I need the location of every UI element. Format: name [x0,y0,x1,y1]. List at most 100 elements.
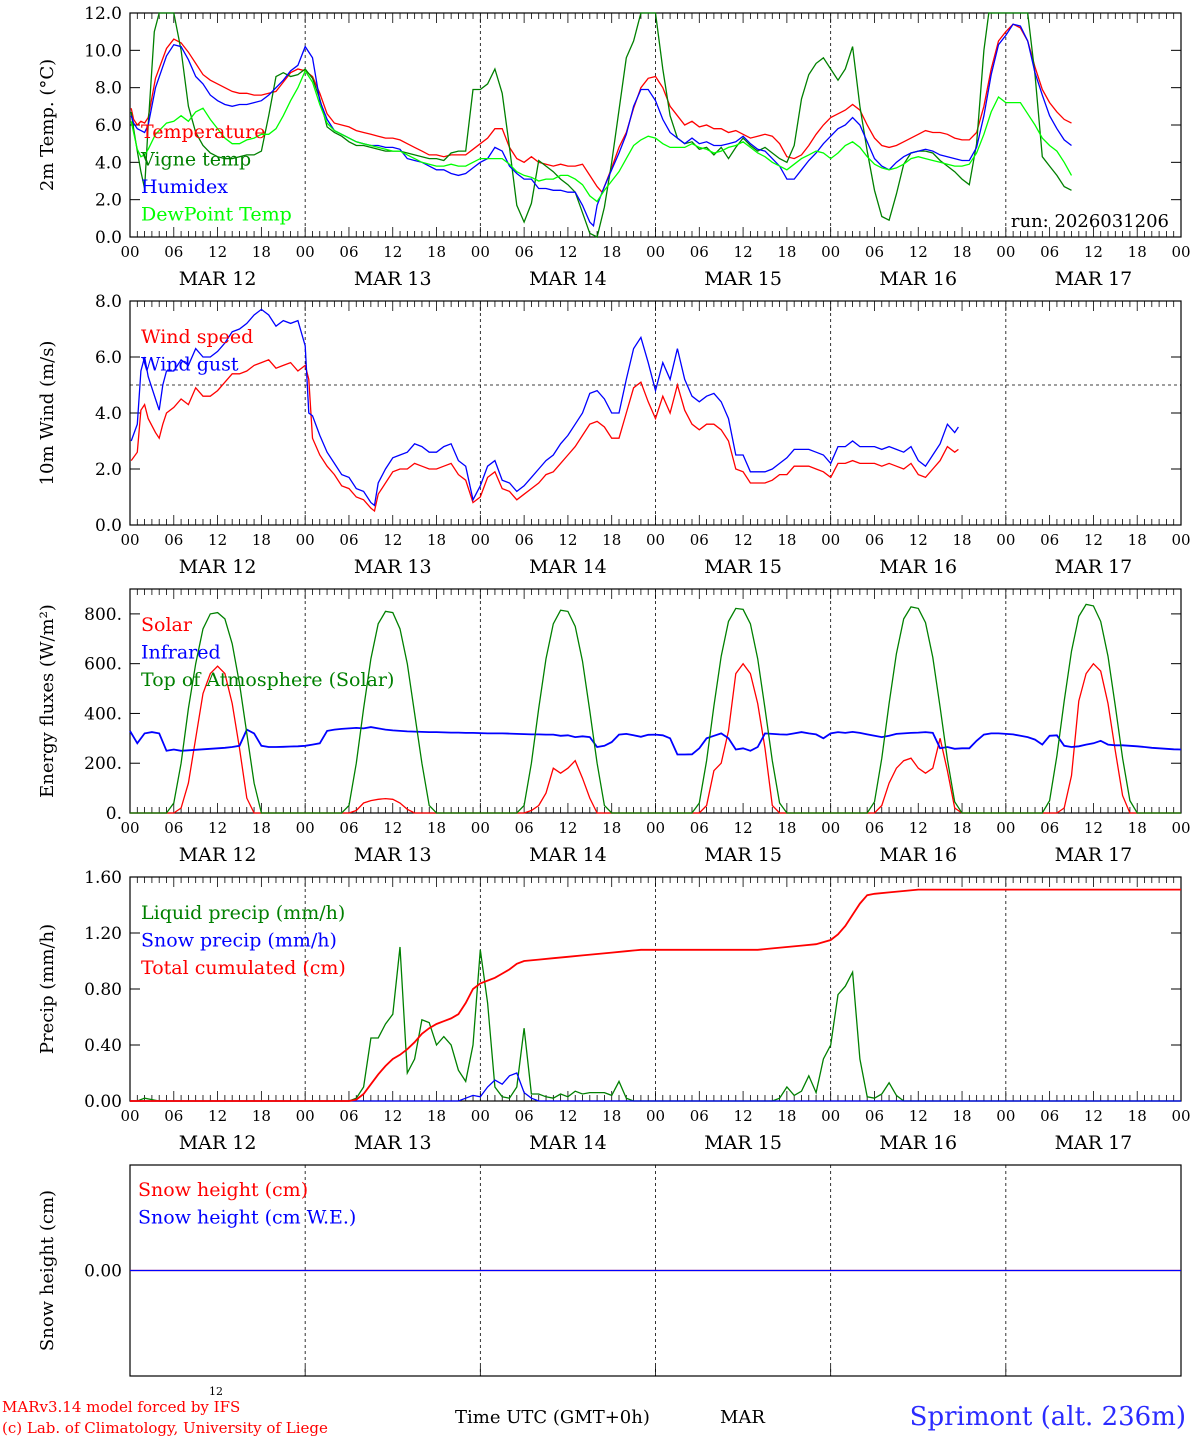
series-line-top-of-atmosphere-solar [130,603,1181,814]
x-hour-label: 06 [690,243,709,261]
station-name: Sprimont (alt. 236m) [909,1402,1186,1432]
y-tick-label: 12.0 [84,4,122,24]
x-hour-label: 18 [427,819,446,837]
x-hour-label: 00 [821,531,840,549]
y-tick-label: 200. [84,754,122,774]
series-line-vigne-temp [130,12,1072,238]
legend-entry: Infrared [141,642,221,664]
y-tick-label: 0.0 [95,228,122,248]
x-day-label: MAR 12 [179,556,257,578]
series-line-humidex [130,23,1072,228]
legend-entry: Snow precip (mm/h) [141,930,337,952]
series-line-infrared [129,726,1182,756]
x-hour-label: 18 [602,531,621,549]
month-label: MAR [720,1407,765,1428]
legend-entry: Snow height (cm) [138,1179,308,1201]
panel-3 [129,588,1182,814]
x-hour-label: 12 [909,243,928,261]
x-hour-label: 18 [1128,819,1147,837]
x-hour-label: 06 [164,243,183,261]
x-hour-label: 06 [1040,243,1059,261]
x-hour-label: 00 [1171,531,1190,549]
x-hour-label: 18 [952,1107,971,1125]
x-hour-label: 18 [252,819,271,837]
y-tick-label: 8.0 [95,79,122,99]
x-day-label: MAR 12 [179,844,257,866]
y-tick-label: 0.00 [84,1092,122,1112]
x-hour-label: 12 [208,1107,227,1125]
x-hour-label: 00 [296,243,315,261]
x-hour-label: 18 [777,819,796,837]
x-hour-label: 12 [909,531,928,549]
time-axis-label: Time UTC (GMT+0h) [455,1407,650,1428]
x-hour-label: 12 [558,531,577,549]
legend-entry: Top of Atmosphere (Solar) [141,669,394,691]
x-hour-label: 12 [1084,819,1103,837]
x-hour-label: 00 [996,531,1015,549]
x-day-label: MAR 14 [529,556,607,578]
x-day-label: MAR 16 [879,1132,957,1154]
model-credit: MARv3.14 model forced by IFS [2,1398,241,1416]
x-day-label: MAR 17 [1055,556,1133,578]
x-hour-label: 06 [690,531,709,549]
x-hour-label: 06 [339,819,358,837]
x-hour-label: 00 [996,243,1015,261]
x-hour-label: 00 [996,1107,1015,1125]
y-tick-label: 8.0 [95,292,122,312]
x-hour-label: 00 [821,243,840,261]
legend-entry: Snow height (cm W.E.) [138,1207,356,1229]
x-day-label: MAR 12 [179,1132,257,1154]
x-day-label: MAR 17 [1055,844,1133,866]
legend-entry: Temperature [141,121,265,143]
legend-entry: Solar [141,614,193,636]
x-hour-label: 18 [602,819,621,837]
x-hour-label: 12 [734,243,753,261]
y-tick-label: 400. [84,704,122,724]
x-hour-label: 06 [1040,819,1059,837]
x-hour-label: 18 [427,531,446,549]
x-hour-label: 00 [1171,1107,1190,1125]
y-tick-label: 6.0 [95,348,122,368]
x-hour-label: 00 [296,531,315,549]
y-tick-label: 2.0 [95,460,122,480]
x-hour-label: 12 [383,819,402,837]
x-hour-label: 06 [339,1107,358,1125]
x-hour-label: 18 [1128,1107,1147,1125]
lab-credit: (c) Lab. of Climatology, University of L… [2,1419,328,1437]
x-hour-label: 00 [1171,819,1190,837]
x-hour-label: 18 [777,243,796,261]
x-hour-label: 12 [1084,243,1103,261]
hour-superscript: 12 [209,1385,223,1398]
series-line-wind-gust [130,308,959,507]
x-day-label: MAR 17 [1055,1132,1133,1154]
x-hour-label: 06 [339,243,358,261]
legend-entry: Wind speed [141,326,253,348]
y-tick-label: 0.80 [84,980,122,1000]
x-hour-label: 06 [865,819,884,837]
y-tick-label: 10.0 [84,41,122,61]
series-line-snow-precip-mm-h [130,1072,1181,1102]
x-hour-label: 00 [646,1107,665,1125]
x-day-label: MAR 17 [1055,268,1133,290]
x-hour-label: 12 [909,1107,928,1125]
x-hour-label: 18 [252,531,271,549]
x-hour-label: 12 [558,1107,577,1125]
x-hour-label: 00 [471,819,490,837]
legend-entry: Liquid precip (mm/h) [141,902,345,924]
x-day-label: MAR 14 [529,1132,607,1154]
y-tick-label: 0.0 [95,516,122,536]
y-tick-label: 800. [84,605,122,625]
x-hour-label: 00 [296,1107,315,1125]
y-tick-label: 0.40 [84,1036,122,1056]
x-day-label: MAR 16 [879,844,957,866]
x-hour-label: 06 [865,1107,884,1125]
x-hour-label: 12 [558,819,577,837]
x-hour-label: 12 [734,1107,753,1125]
y-tick-label: 600. [84,655,122,675]
x-hour-label: 18 [427,243,446,261]
x-hour-label: 18 [1128,243,1147,261]
series-line-total-cumulated-cm [130,888,1181,1102]
x-hour-label: 06 [1040,1107,1059,1125]
x-hour-label: 18 [602,243,621,261]
